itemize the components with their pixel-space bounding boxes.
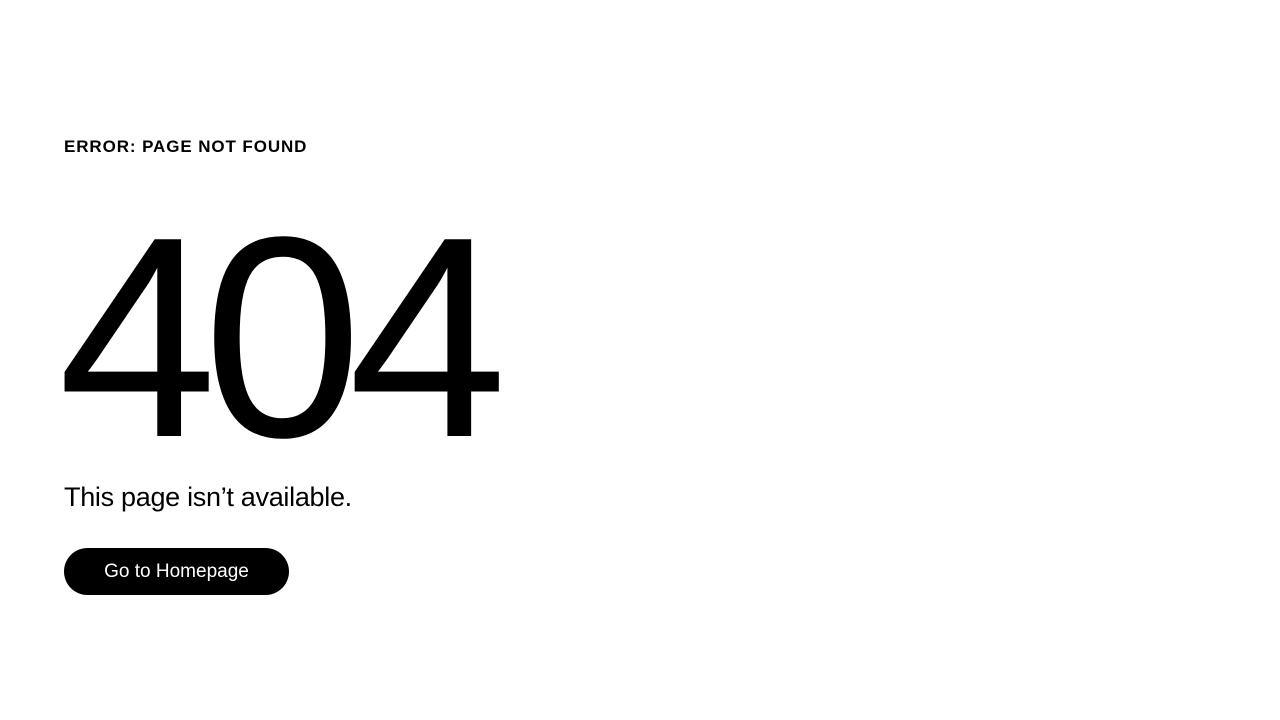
go-to-homepage-button[interactable]: Go to Homepage <box>64 548 289 595</box>
error-label: ERROR: PAGE NOT FOUND <box>64 137 308 156</box>
error-code: 404 <box>58 177 507 497</box>
error-message: This page isn’t available. <box>64 482 352 512</box>
